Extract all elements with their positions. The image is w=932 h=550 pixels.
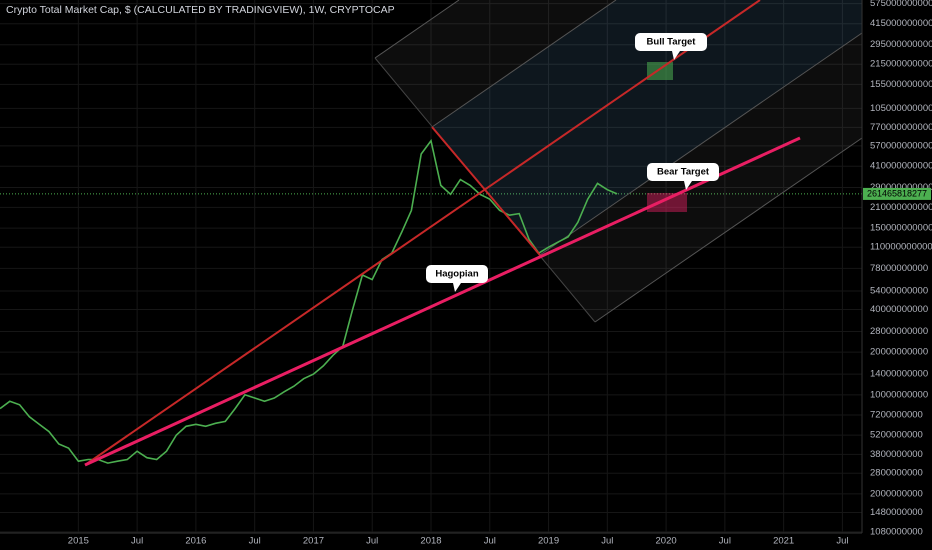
y-tick-label: 1080000000 xyxy=(870,526,923,537)
y-tick-label: 2150000000000 xyxy=(870,59,932,70)
y-tick-label: 150000000000 xyxy=(870,223,932,234)
y-tick-label: 410000000000 xyxy=(870,161,932,172)
x-tick-label: Jul xyxy=(249,536,261,547)
pitchfork-zone xyxy=(375,0,862,322)
pitchfork-line xyxy=(431,0,617,128)
last-price-box xyxy=(863,187,931,200)
pitchfork-line xyxy=(539,32,863,256)
x-tick-label: 2020 xyxy=(656,536,677,547)
bull-target-zone xyxy=(647,62,673,80)
drawings xyxy=(374,0,863,323)
y-tick-label: 4150000000000 xyxy=(870,18,932,29)
x-tick-label: Jul xyxy=(601,536,613,547)
callout-text: Bear Target xyxy=(657,167,710,178)
y-tick-label: 5750000000000 xyxy=(870,0,932,9)
callout-box xyxy=(635,33,707,60)
y-tick-label: 1480000000 xyxy=(870,507,923,518)
pitchfork-line xyxy=(374,0,460,59)
chart-title: Crypto Total Market Cap, $ (CALCULATED B… xyxy=(6,4,395,16)
y-tick-label: 7200000000 xyxy=(870,410,923,421)
pitchfork-inner-zone xyxy=(432,0,862,255)
x-tick-label: 2015 xyxy=(68,536,89,547)
y-tick-label: 110000000000 xyxy=(870,242,932,253)
x-tick-label: Jul xyxy=(484,536,496,547)
x-tick-label: 2019 xyxy=(538,536,559,547)
y-tick-label: 1050000000000 xyxy=(870,103,932,114)
y-tick-label: 1550000000000 xyxy=(870,79,932,90)
x-tick-label: 2017 xyxy=(303,536,324,547)
callout-text: Hagopian xyxy=(435,269,478,280)
callout-text: Bull Target xyxy=(647,37,697,48)
y-tick-label: 40000000000 xyxy=(870,304,928,315)
hagopian-line xyxy=(84,136,801,467)
y-tick-label: 290000000000 xyxy=(870,182,932,193)
price-line xyxy=(0,138,618,464)
x-tick-label: Jul xyxy=(719,536,731,547)
last-price-label: 261465818277 xyxy=(867,188,927,198)
y-tick-label: 20000000000 xyxy=(870,347,928,358)
y-tick-label: 14000000000 xyxy=(870,369,928,380)
x-tick-label: Jul xyxy=(131,536,143,547)
y-tick-label: 570000000000 xyxy=(870,140,932,151)
y-tick-label: 10000000000 xyxy=(870,389,928,400)
callout-box xyxy=(426,265,488,292)
y-tick-label: 5200000000 xyxy=(870,430,923,441)
x-tick-label: 2018 xyxy=(420,536,441,547)
series xyxy=(0,138,618,464)
x-tick-label: Jul xyxy=(836,536,848,547)
y-tick-label: 78000000000 xyxy=(870,263,928,274)
y-tick-label: 2800000000 xyxy=(870,468,923,479)
axes: 5750000000000 4150000000000 2950000000000 2… xyxy=(68,0,932,547)
median-line xyxy=(84,0,761,466)
bear-target-zone xyxy=(647,193,687,212)
x-tick-label: 2021 xyxy=(773,536,794,547)
y-tick-label: 2000000000 xyxy=(870,488,923,499)
overlay: Bull Target Bear Target Hagopian xyxy=(84,0,801,467)
x-tick-label: 2016 xyxy=(185,536,206,547)
y-tick-label: 54000000000 xyxy=(870,286,928,297)
y-tick-label: 210000000000 xyxy=(870,202,932,213)
y-tick-label: 2950000000000 xyxy=(870,39,932,50)
pitchfork-handle xyxy=(431,126,541,256)
pitchfork-line xyxy=(594,137,863,323)
y-tick-label: 28000000000 xyxy=(870,326,928,337)
y-tick-label: 770000000000 xyxy=(870,122,932,133)
callout-box xyxy=(647,163,719,190)
y-tick-label: 3800000000 xyxy=(870,449,923,460)
x-tick-label: Jul xyxy=(366,536,378,547)
